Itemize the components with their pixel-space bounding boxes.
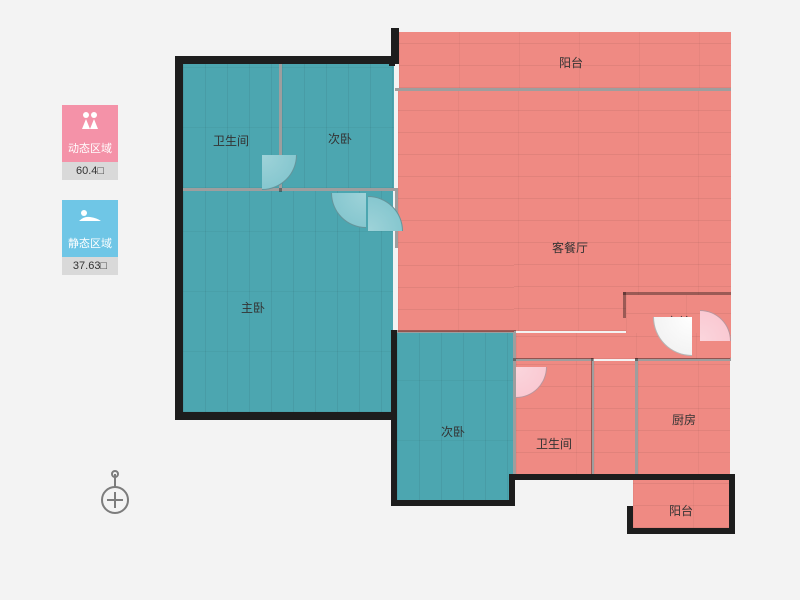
room-label-living: 客餐厅 xyxy=(552,239,588,256)
wall xyxy=(509,474,735,480)
room-balcony-br: 阳台 xyxy=(633,480,729,528)
room-label-balcony-top: 阳台 xyxy=(559,54,583,71)
room-gap xyxy=(594,361,635,475)
divider xyxy=(395,88,731,91)
legend-static-value: 37.63□ xyxy=(62,257,118,275)
legend-static: 静态区域 37.63□ xyxy=(62,200,118,275)
divider xyxy=(635,358,731,361)
wall xyxy=(729,474,735,534)
floor-plan: 阳台卫生间次卧主卧客餐厅玄关次卧卫生间厨房阳台 xyxy=(175,28,735,538)
room-bedroom-2a: 次卧 xyxy=(282,64,394,188)
legend-dynamic-label: 动态区域 xyxy=(62,135,118,162)
room-label-bedroom-2a: 次卧 xyxy=(328,130,352,147)
wall xyxy=(391,330,397,506)
legend-static-label: 静态区域 xyxy=(62,230,118,257)
wall xyxy=(175,412,395,420)
compass-icon xyxy=(95,470,135,518)
room-living-ext1 xyxy=(398,246,514,332)
divider xyxy=(513,330,516,476)
legend-dynamic: 动态区域 60.4□ xyxy=(62,105,118,180)
wall xyxy=(389,56,395,66)
divider xyxy=(513,358,593,361)
wall xyxy=(627,506,633,534)
wall xyxy=(175,56,395,64)
room-label-master-bed: 主卧 xyxy=(241,299,265,316)
wall xyxy=(175,56,183,416)
divider xyxy=(623,292,731,295)
room-label-bathroom-2: 卫生间 xyxy=(536,435,572,452)
room-label-balcony-br: 阳台 xyxy=(669,502,693,519)
room-balcony-top: 阳台 xyxy=(399,32,731,88)
wall xyxy=(627,528,735,534)
divider xyxy=(623,292,626,318)
divider xyxy=(395,330,513,333)
room-label-bathroom-1: 卫生间 xyxy=(213,132,249,149)
room-living-ext2 xyxy=(516,333,730,359)
room-kitchen: 厨房 xyxy=(638,361,730,475)
people-icon xyxy=(62,105,118,135)
divider xyxy=(183,188,395,191)
room-bedroom-2b: 次卧 xyxy=(397,333,513,501)
rest-icon xyxy=(62,200,118,230)
divider xyxy=(635,358,638,476)
divider xyxy=(591,358,594,476)
legend-dynamic-value: 60.4□ xyxy=(62,162,118,180)
room-label-kitchen: 厨房 xyxy=(672,411,696,428)
room-label-bedroom-2b: 次卧 xyxy=(441,423,465,440)
wall xyxy=(391,500,515,506)
